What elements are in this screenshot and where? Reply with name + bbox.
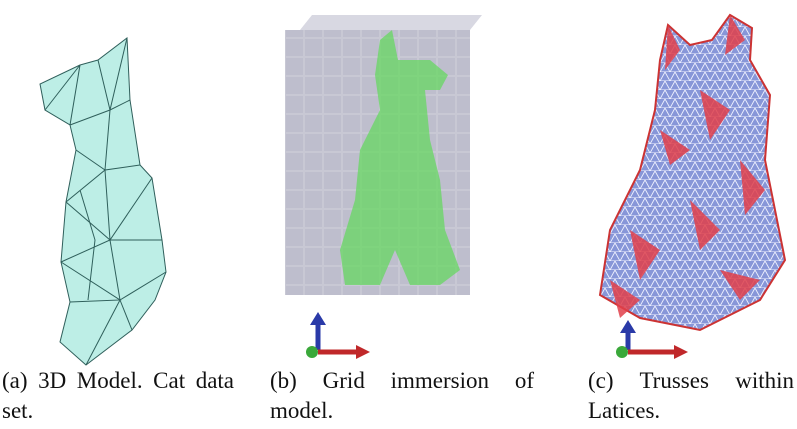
figure-art [0, 0, 797, 429]
caption-text: 3D Model. Cat data set. [2, 368, 234, 423]
caption: (a) 3D Model. Cat data set. [2, 366, 234, 426]
caption: (b) Grid immersion of model. [270, 366, 534, 426]
axes-icon [306, 312, 370, 359]
grid-immersion [285, 15, 482, 295]
caption: (c) Trusses within Latices. [588, 366, 794, 426]
caption-text: Trusses within Latices. [588, 368, 794, 423]
caption-label: (c) [588, 368, 614, 393]
figure: (a) 3D Model. Cat data set. (b) Grid imm… [0, 0, 797, 429]
caption-label: (b) [270, 368, 297, 393]
truss-lattice [600, 15, 785, 330]
cat-model [40, 38, 166, 365]
caption-label: (a) [2, 368, 28, 393]
caption-text: Grid immersion of model. [270, 368, 534, 423]
